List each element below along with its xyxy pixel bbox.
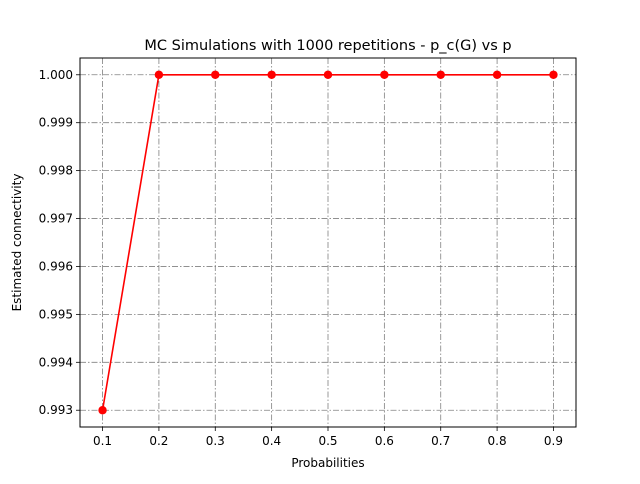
- y-tick-label: 0.998: [39, 164, 73, 178]
- y-tick-label: 1.000: [39, 68, 73, 82]
- data-point: [211, 70, 220, 79]
- x-axis-label: Probabilities: [291, 456, 364, 470]
- data-point: [549, 70, 558, 79]
- x-tick-label: 0.2: [149, 434, 168, 448]
- y-tick-label: 0.997: [39, 212, 73, 226]
- x-tick-label: 0.9: [544, 434, 563, 448]
- x-tick-label: 0.5: [318, 434, 337, 448]
- y-tick-label: 0.996: [39, 259, 73, 273]
- x-tick-label: 0.4: [262, 434, 281, 448]
- y-tick-label: 0.994: [39, 355, 73, 369]
- x-tick-label: 0.3: [206, 434, 225, 448]
- y-tick-label: 0.993: [39, 403, 73, 417]
- chart-title: MC Simulations with 1000 repetitions - p…: [144, 38, 511, 54]
- series-layer: [98, 70, 558, 415]
- data-point: [267, 70, 276, 79]
- x-tick-label: 0.8: [488, 434, 507, 448]
- data-point: [323, 70, 333, 79]
- x-tick-label: 0.6: [375, 434, 394, 448]
- data-point: [98, 406, 107, 415]
- data-point: [436, 70, 445, 79]
- x-tick-label: 0.7: [431, 434, 450, 448]
- data-point: [154, 70, 164, 79]
- x-tick-label: 0.1: [93, 434, 112, 448]
- axis-ticks: 0.1 0.2 0.3 0.4 0.5 0.6 0.7 0.8 0.9 0.993 0.994 0.9…: [39, 68, 563, 448]
- data-point: [380, 70, 389, 79]
- y-tick-label: 0.995: [39, 307, 73, 321]
- data-point: [492, 70, 502, 79]
- y-tick-label: 0.999: [39, 116, 73, 130]
- y-axis-label: Estimated connectivity: [10, 174, 24, 312]
